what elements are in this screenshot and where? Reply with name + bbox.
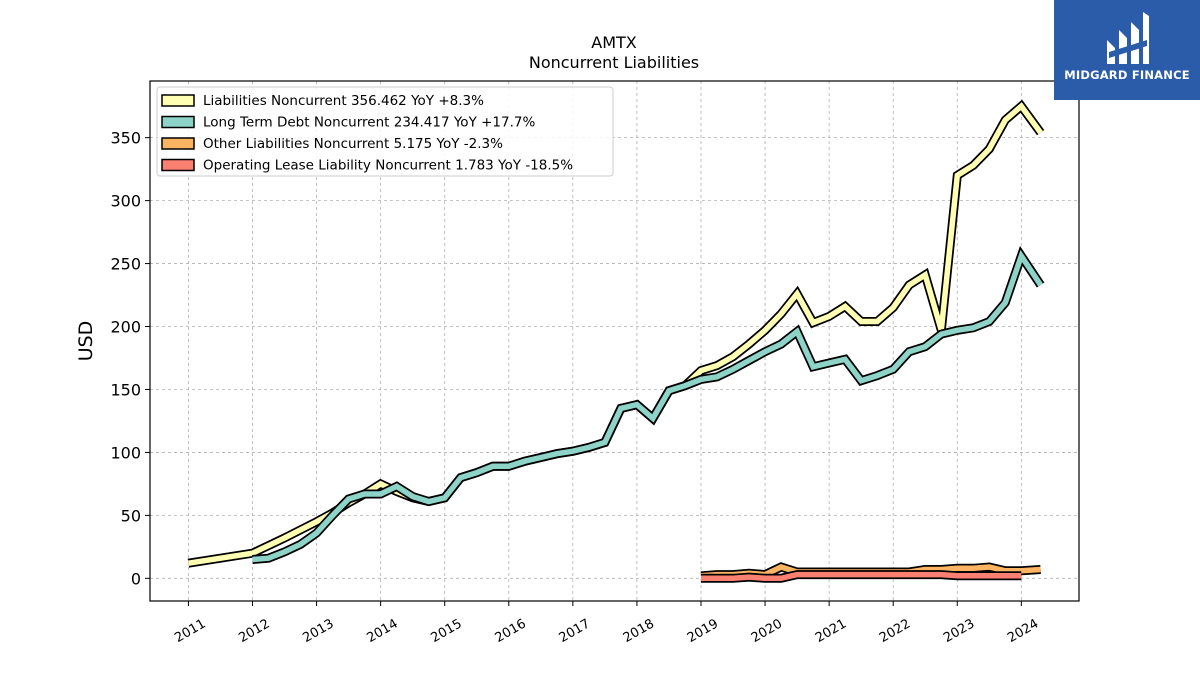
y-tick-label: 350 <box>110 129 141 148</box>
x-axis: 2011 2012 2013 2014 2015 2016 2017 2018 2019 2020… <box>172 601 1041 646</box>
logo-text: MIDGARD FINANCE <box>1064 68 1190 82</box>
series-group <box>187 99 1045 583</box>
logo-mark-icon <box>1054 0 1200 100</box>
series-1-outline <box>252 245 1045 564</box>
x-tick-label: 2014 <box>364 616 400 646</box>
legend-swatch <box>161 94 195 107</box>
y-axis: 0 50 100 150 200 250 300 350 <box>110 129 150 588</box>
legend-label: Long Term Debt Noncurrent 234.417 YoY +1… <box>203 115 535 131</box>
y-axis-label: USD <box>75 321 97 362</box>
gridlines <box>150 81 1079 601</box>
chart-title: AMTX <box>591 33 637 52</box>
x-tick-label: 2021 <box>813 616 849 646</box>
x-tick-label: 2011 <box>172 616 208 646</box>
x-tick-label: 2018 <box>621 616 657 646</box>
y-tick-label: 50 <box>121 506 141 525</box>
legend-box <box>156 86 614 177</box>
x-tick-label: 2019 <box>685 616 721 646</box>
y-tick-label: 200 <box>110 318 141 337</box>
legend-swatch <box>161 137 195 150</box>
legend-label: Operating Lease Liability Noncurrent 1.7… <box>203 158 573 174</box>
series-3-line <box>701 571 1022 582</box>
x-tick-label: 2017 <box>557 616 593 646</box>
brand-logo: MIDGARD FINANCE <box>1054 0 1200 100</box>
legend-label: Liabilities Noncurrent 356.462 YoY +8.3% <box>203 93 484 109</box>
chart-subtitle: Noncurrent Liabilities <box>529 53 699 72</box>
y-tick-label: 100 <box>110 443 141 462</box>
x-tick-label: 2022 <box>877 616 913 646</box>
legend-swatch <box>161 158 195 172</box>
x-tick-label: 2012 <box>236 616 272 646</box>
y-tick-label: 300 <box>110 192 141 211</box>
x-tick-label: 2023 <box>941 616 977 646</box>
x-tick-label: 2020 <box>749 616 785 646</box>
y-tick-label: 250 <box>110 255 141 274</box>
x-tick-label: 2016 <box>493 616 529 646</box>
x-tick-label: 2015 <box>429 616 465 646</box>
plot-frame <box>149 80 1080 602</box>
legend-swatch <box>161 115 195 129</box>
legend-label: Other Liabilities Noncurrent 5.175 YoY -… <box>203 136 503 152</box>
y-tick-label: 0 <box>131 569 141 588</box>
legend: Liabilities Noncurrent 356.462 YoY +8.3%… <box>156 86 614 177</box>
series-1-line <box>252 249 1043 563</box>
y-tick-label: 150 <box>110 380 141 399</box>
x-tick-label: 2024 <box>1005 616 1041 646</box>
x-tick-label: 2013 <box>300 616 336 646</box>
